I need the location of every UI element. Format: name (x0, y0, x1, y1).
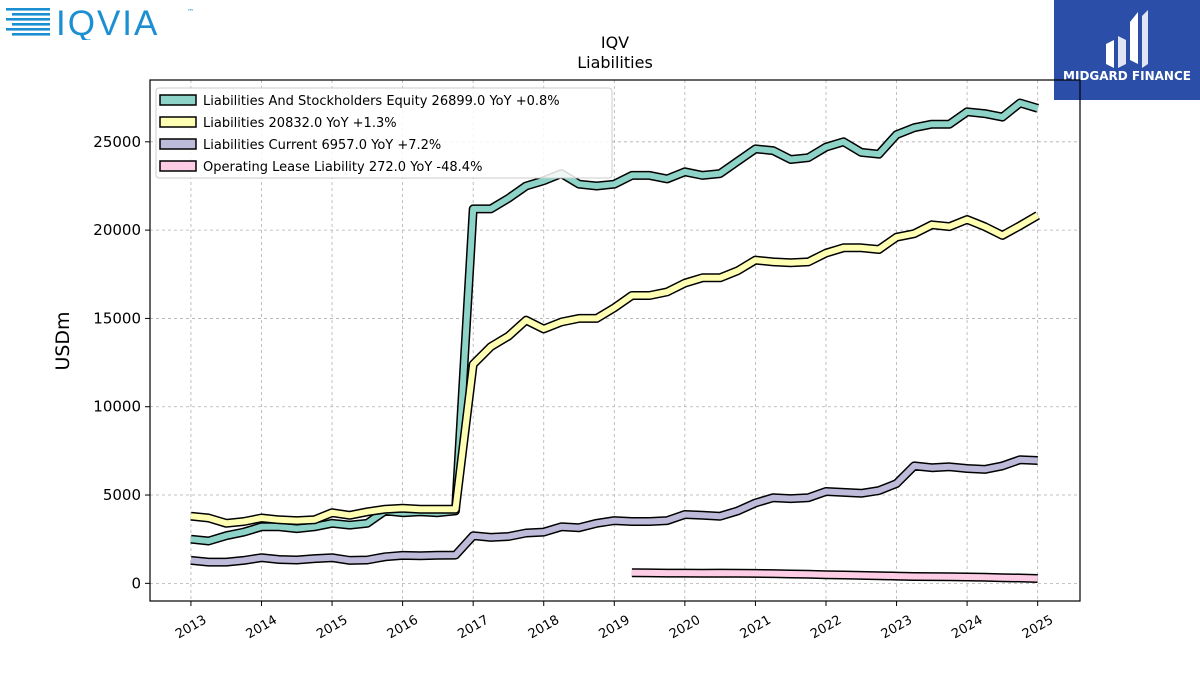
series-line-outline (190, 455, 1038, 567)
x-tick-label: 2014 (244, 613, 280, 643)
x-tick-label: 2024 (949, 613, 985, 643)
legend-label: Liabilities 20832.0 YoY +1.3% (203, 116, 397, 131)
iqvia-trademark: ™ (187, 8, 194, 16)
legend: Liabilities And Stockholders Equity 2689… (155, 87, 613, 179)
x-tick-label: 2016 (385, 613, 421, 643)
legend-swatch (159, 160, 197, 172)
iqvia-stripes-icon (6, 8, 50, 36)
iqvia-logo: IQVIA ™ (6, 4, 194, 40)
legend-label: Liabilities Current 6957.0 YoY +7.2% (203, 138, 441, 153)
x-tick-label: 2023 (879, 613, 915, 643)
x-tick-label: 2021 (738, 613, 774, 643)
x-tick-label: 2020 (667, 613, 703, 643)
iqvia-wordmark: IQVIA (56, 4, 159, 40)
series-line (631, 569, 1038, 582)
legend-label: Liabilities And Stockholders Equity 2689… (203, 94, 560, 109)
midgard-wordmark: MIDGARD FINANCE (1063, 69, 1191, 83)
y-tick-label: 10000 (93, 398, 141, 416)
y-axis-label: USDm (52, 311, 74, 370)
legend-item: Liabilities And Stockholders Equity 2689… (159, 94, 560, 109)
series-line (190, 212, 1040, 527)
legend-swatch (159, 94, 197, 106)
legend-item: Liabilities 20832.0 YoY +1.3% (159, 116, 397, 131)
legend-item: Liabilities Current 6957.0 YoY +7.2% (159, 138, 441, 153)
series-layer (190, 98, 1040, 583)
y-tick-label: 25000 (93, 133, 141, 151)
y-tick-label: 0 (131, 574, 141, 592)
legend-box (155, 87, 613, 179)
y-tick-label: 20000 (93, 221, 141, 239)
y-axis-ticks: 0 5000 10000 15000 20000 25000 (93, 133, 150, 592)
midgard-finance-logo: MIDGARD FINANCE (1054, 0, 1200, 100)
x-tick-label: 2015 (314, 613, 350, 643)
x-tick-label: 2019 (596, 613, 632, 643)
legend-item: Operating Lease Liability 272.0 YoY -48.… (159, 160, 482, 175)
chart-subtitle: Liabilities (577, 53, 653, 72)
x-tick-label: 2018 (526, 613, 562, 643)
series-liabilities-and-stockholders-equity (190, 98, 1039, 546)
legend-label: Operating Lease Liability 272.0 YoY -48.… (203, 160, 482, 175)
midgard-mark-icon: MIDGARD FINANCE (1063, 10, 1191, 83)
series-liabilities (190, 211, 1040, 528)
x-tick-label: 2017 (455, 613, 491, 643)
y-tick-label: 15000 (93, 309, 141, 327)
plot-frame (149, 79, 1081, 602)
y-tick-label: 5000 (103, 486, 141, 504)
series-liabilities-current (190, 455, 1038, 567)
x-tick-label: 2025 (1020, 613, 1056, 643)
chart-title: IQV (601, 33, 629, 52)
series-operating-lease-liability (631, 568, 1038, 583)
x-tick-label: 2022 (808, 613, 844, 643)
x-tick-label: 2013 (173, 613, 209, 643)
series-line (190, 100, 1039, 544)
legend-swatch (159, 116, 197, 128)
x-axis-ticks: 2013 2014 2015 2016 2017 2018 2019 2020 2021 2022… (173, 601, 1056, 642)
series-line (190, 456, 1038, 566)
legend-swatch (159, 138, 197, 150)
